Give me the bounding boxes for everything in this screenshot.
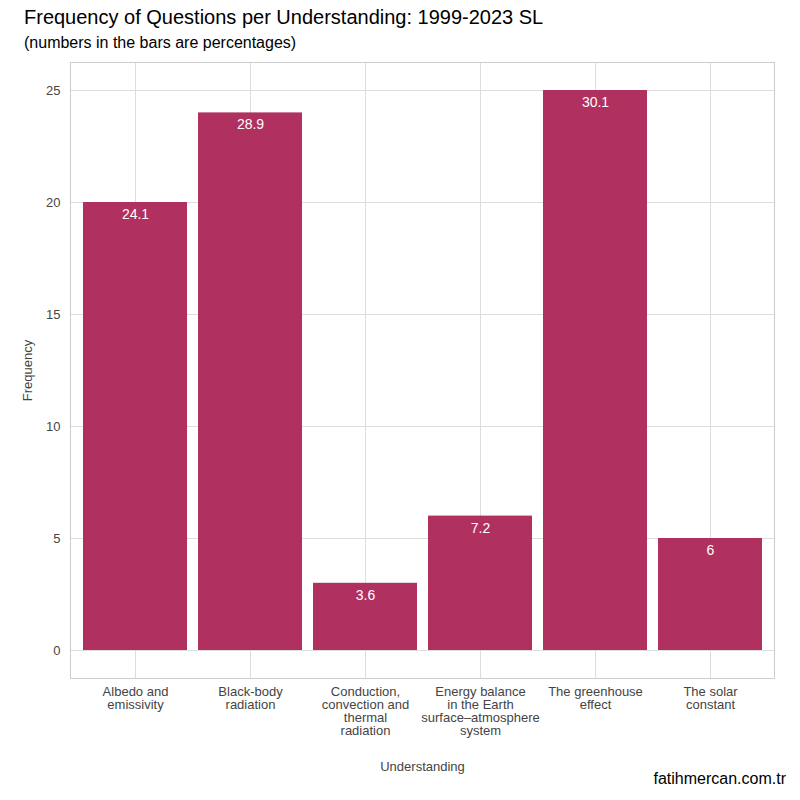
svg-text:25: 25	[46, 83, 60, 98]
html-text:Frequency of Questions per Und: Frequency of Questions per Understanding…	[24, 6, 544, 28]
svg-text:5: 5	[53, 531, 60, 546]
svg-text:3.6: 3.6	[356, 587, 376, 603]
svg-text:10: 10	[46, 419, 60, 434]
svg-text:20: 20	[46, 195, 60, 210]
svg-text:Energy balancein the Earthsurf: Energy balancein the Earthsurface–atmosp…	[421, 684, 540, 738]
svg-text:24.1: 24.1	[122, 206, 149, 222]
svg-text:Albedo andemissivity: Albedo andemissivity	[103, 684, 169, 712]
svg-text:Understanding: Understanding	[380, 759, 465, 774]
svg-text:The greenhouseeffect: The greenhouseeffect	[548, 684, 643, 712]
svg-text:6: 6	[707, 542, 715, 558]
svg-text:Conduction,convection andtherm: Conduction,convection andthermalradiatio…	[322, 684, 409, 738]
svg-text:Frequency: Frequency	[20, 339, 35, 401]
svg-text:7.2: 7.2	[471, 520, 491, 536]
svg-text:The solarconstant: The solarconstant	[683, 684, 738, 712]
svg-text:30.1: 30.1	[582, 94, 609, 110]
html-text:(numbers in the bars are perce: (numbers in the bars are percentages)	[24, 34, 297, 51]
html-text:fatihmercan.com.tr: fatihmercan.com.tr	[653, 770, 786, 787]
svg-text:0: 0	[53, 643, 60, 658]
svg-text:Black-bodyradiation: Black-bodyradiation	[218, 684, 283, 712]
svg-text:28.9: 28.9	[237, 116, 264, 132]
svg-text:15: 15	[46, 307, 60, 322]
